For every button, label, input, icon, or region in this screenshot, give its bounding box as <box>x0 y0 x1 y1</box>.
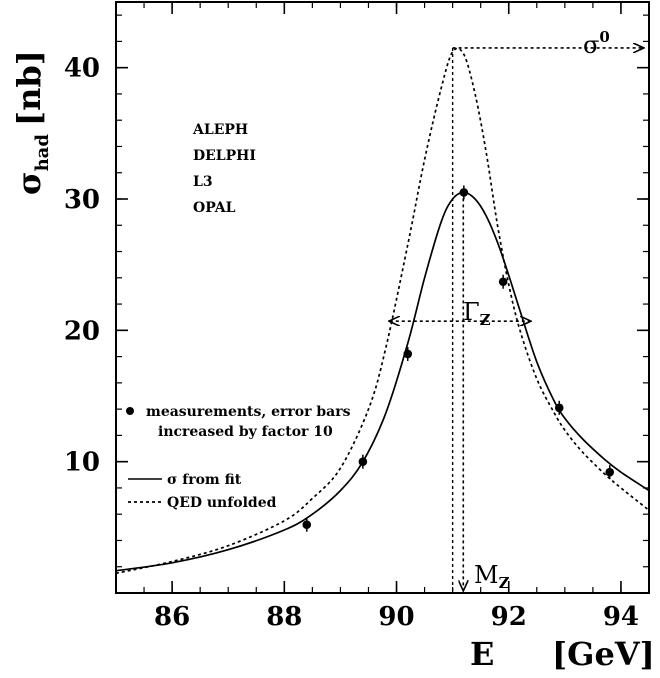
y-tick-label: 30 <box>64 185 100 215</box>
legend-measurements-line2: increased by factor 10 <box>158 424 333 440</box>
experiment-opal: OPAL <box>193 200 236 216</box>
y-axis-label: σhad [nb] <box>10 50 53 195</box>
data-point <box>605 467 615 477</box>
mz-label: MZ <box>474 561 510 592</box>
marker-group <box>302 185 615 532</box>
legend-fit: σ from fit <box>167 472 242 488</box>
y-label-sub: had <box>32 134 53 172</box>
data-point <box>302 520 312 530</box>
x-label-main: E <box>470 635 494 673</box>
x-tick-label: 92 <box>491 602 527 632</box>
fit-curve <box>115 191 650 572</box>
x-tick-label: 90 <box>378 602 414 632</box>
y-label-unit: [nb] <box>10 50 48 126</box>
experiment-l3: L3 <box>193 174 213 190</box>
sigma0-label: σ0 <box>583 28 610 59</box>
legend-marker-measurements <box>126 407 134 415</box>
svg-text:σhad[nb]: σhad [nb] <box>10 50 53 195</box>
tick-group: 86 88 90 92 94 10 20 30 40 <box>64 2 650 632</box>
data-point <box>498 277 508 287</box>
x-label-unit: [GeV] <box>552 635 655 673</box>
annotation-group <box>390 48 643 591</box>
data-point <box>554 403 564 413</box>
x-tick-label: 94 <box>603 602 639 632</box>
plot-frame <box>115 1 650 594</box>
data-point <box>403 349 413 359</box>
experiment-delphi: DELPHI <box>193 148 256 164</box>
legend-measurements-line1: measurements, error bars <box>146 404 351 420</box>
y-tick-label: 40 <box>64 54 100 84</box>
gamma-z-label: ΓZ <box>463 298 491 329</box>
qed-unfolded-curve <box>115 47 650 575</box>
y-label-main: σ <box>10 171 48 195</box>
x-tick-label: 88 <box>266 602 302 632</box>
x-tick-label: 86 <box>154 602 190 632</box>
experiment-aleph: ALEPH <box>192 122 248 138</box>
legend-qed: QED unfolded <box>167 495 277 511</box>
y-tick-label: 20 <box>64 316 100 346</box>
y-tick-label: 10 <box>64 448 100 478</box>
data-point <box>358 457 368 466</box>
